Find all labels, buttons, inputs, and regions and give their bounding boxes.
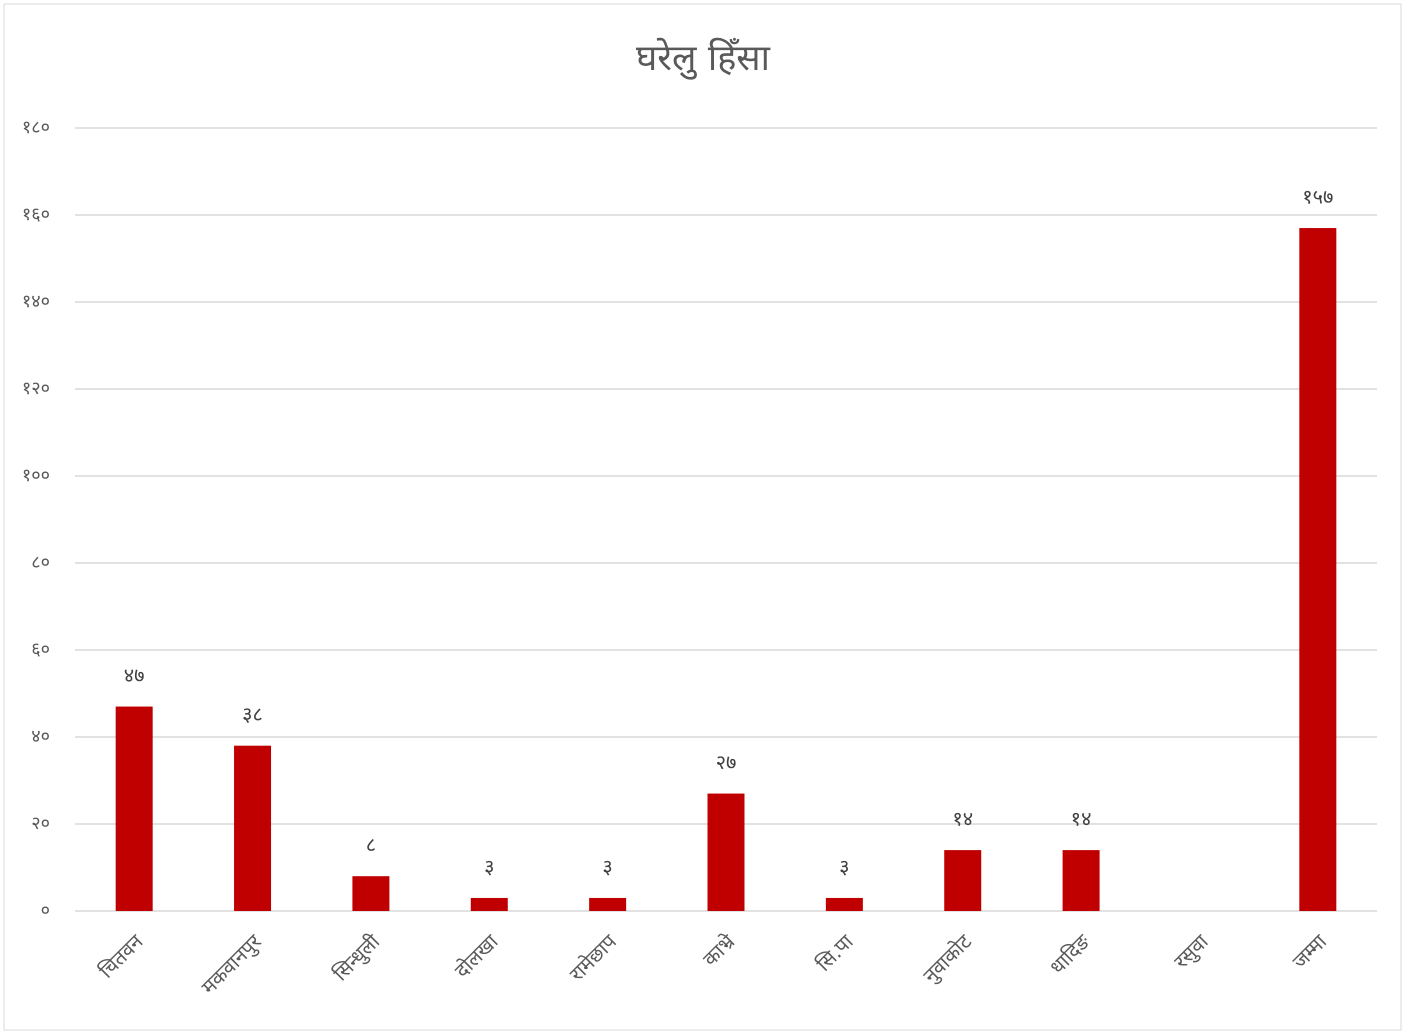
y-tick-label: ८० <box>31 552 50 573</box>
value-label: २७ <box>716 750 737 774</box>
y-tick-label: १४० <box>22 291 50 312</box>
value-label: १५७ <box>1302 185 1333 209</box>
value-label: ३८ <box>242 702 263 726</box>
y-tick-label: १०० <box>22 465 50 486</box>
y-tick-label: ६० <box>31 639 50 660</box>
value-label: ४७ <box>124 663 145 687</box>
y-tick-label: ० <box>41 900 50 921</box>
y-tick-label: ४० <box>31 726 50 747</box>
y-tick-label: १८० <box>22 117 50 138</box>
bar <box>944 850 982 911</box>
value-label: १४ <box>952 807 973 831</box>
y-tick-label: १६० <box>22 204 50 225</box>
chart-frame <box>3 3 1402 1031</box>
bar <box>1299 228 1337 912</box>
bar <box>115 706 153 911</box>
bar <box>470 897 508 911</box>
value-label: ८ <box>366 833 376 857</box>
bar <box>589 897 627 911</box>
bar <box>352 876 390 911</box>
bar <box>234 745 272 911</box>
bar <box>1062 850 1100 911</box>
bar <box>825 897 863 911</box>
value-label: ३ <box>839 854 849 878</box>
y-tick-label: २० <box>31 813 50 834</box>
value-label: ३ <box>484 854 494 878</box>
bar <box>707 793 745 911</box>
chart-title: घरेलु हिँसा <box>636 37 771 80</box>
value-label: ३ <box>602 854 612 878</box>
value-label: १४ <box>1071 807 1092 831</box>
y-tick-label: १२० <box>22 378 50 399</box>
